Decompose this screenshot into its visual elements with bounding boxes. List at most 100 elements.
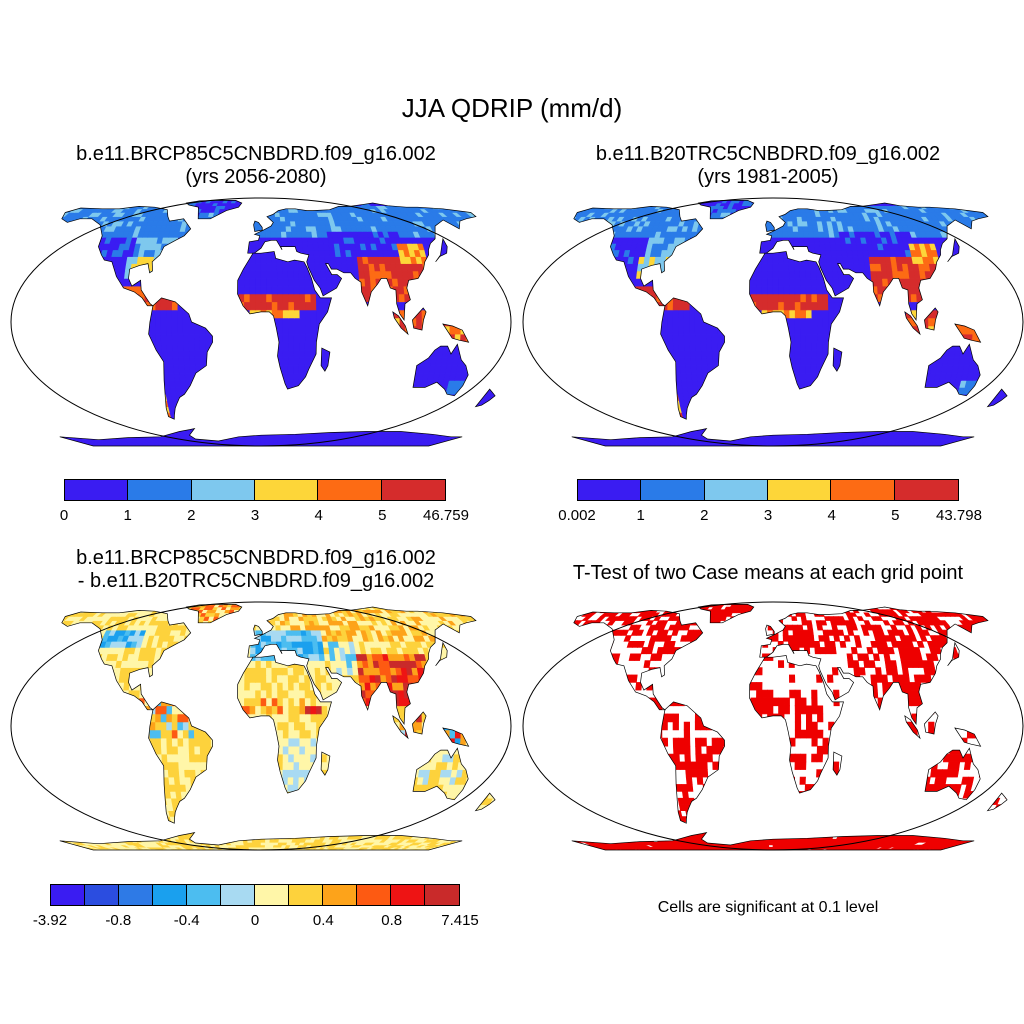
coastline-greenland — [697, 200, 755, 220]
significance-note: Cells are significant at 0.1 level — [657, 899, 879, 916]
colorbar-swatches — [577, 479, 959, 501]
coastline-borneo — [412, 711, 427, 735]
panel-title-top-right-line1: b.e11.B20TRC5CNBDRD.f09_g16.002 — [595, 143, 941, 165]
map-panel-difference — [10, 601, 512, 851]
map-boundary — [522, 601, 1024, 851]
coastline-japan — [947, 641, 960, 667]
colorbar-swatch — [323, 885, 357, 905]
coastline-nz — [474, 792, 496, 812]
colorbar-tick-label: 46.759 — [423, 507, 469, 524]
colorbar-swatches — [50, 884, 460, 906]
map-panel-historical — [522, 197, 1024, 447]
coastline-newguinea — [442, 323, 470, 343]
coastline-borneo — [924, 711, 939, 735]
coastline-samerica — [148, 297, 213, 420]
colorbar-historical: 0.002 1 2 3 4 5 43.798 — [558, 479, 982, 529]
figure-title: JJA QDRIP (mm/d) — [401, 93, 623, 123]
coastline-namerica — [573, 610, 704, 711]
map-boundary — [522, 197, 1024, 447]
colorbar-swatches — [64, 479, 446, 501]
colorbar-swatch — [357, 885, 391, 905]
coastline-greenland — [185, 200, 243, 220]
coastline-madagascar — [320, 347, 331, 372]
panel-title-bottom-left-line1: b.e11.BRCP85C5CNBDRD.f09_g16.002 — [76, 547, 436, 569]
colorbar-tick-label: 3 — [250, 507, 260, 524]
colorbar-tick-label: 7.415 — [441, 912, 479, 929]
coastline-africa — [749, 655, 844, 794]
panel-title-bottom-left-line2: - b.e11.B20TRC5CNBDRD.f09_g16.002 — [77, 570, 435, 592]
coastline-samerica — [660, 297, 725, 420]
coastline-japan — [947, 237, 960, 263]
colorbar-tick-label: -0.4 — [173, 912, 200, 929]
colorbar-swatch — [425, 885, 459, 905]
panel-title-top-left-line2: (yrs 2056-2080) — [185, 166, 327, 188]
colorbar-tick-label: 0.8 — [381, 912, 403, 929]
coastline-antarctica — [59, 427, 463, 447]
coastline-eurasia — [247, 202, 477, 322]
coastline-madagascar — [832, 751, 843, 776]
colorbar-swatch — [318, 480, 382, 500]
panel-title-bottom-left: b.e11.BRCP85C5CNBDRD.f09_g16.002 - b.e11… — [0, 547, 512, 593]
colorbar-swatch — [767, 480, 832, 500]
panel-title-bottom-right: T-Test of two Case means at each grid po… — [572, 562, 964, 584]
coastline-africa — [749, 251, 844, 390]
coastline-newguinea — [442, 727, 470, 747]
colorbar-difference: -3.92 -0.8 -0.4 0 0.4 0.8 7.415 — [33, 884, 479, 934]
colorbar-tick-label: 1 — [123, 507, 132, 524]
colorbar-swatch — [289, 885, 323, 905]
coastline-antarctica — [571, 831, 975, 851]
coastline-sumatra — [392, 311, 409, 336]
colorbar-swatch — [119, 885, 153, 905]
coastline-borneo — [924, 307, 939, 331]
coastline-nz — [986, 792, 1008, 812]
coastline-japan — [435, 237, 448, 263]
colorbar-tick-label: 5 — [891, 507, 900, 524]
colorbar-swatch — [128, 480, 192, 500]
colorbar-tick-label: -0.8 — [105, 912, 132, 929]
coastline-antarctica — [571, 427, 975, 447]
map-boundary — [10, 601, 512, 851]
colorbar-tick-label: 4 — [827, 507, 836, 524]
colorbar-swatch — [831, 480, 895, 500]
coastline-newguinea — [954, 727, 982, 747]
colorbar-swatch — [51, 885, 85, 905]
colorbar-swatch — [221, 885, 255, 905]
map-panel-future — [10, 197, 512, 447]
colorbar-tick-label: 0 — [250, 912, 260, 929]
coastline-sumatra — [392, 715, 409, 740]
coastline-sumatra — [904, 311, 921, 336]
map-panel-ttest — [522, 601, 1024, 851]
coastline-britain — [253, 220, 263, 232]
coastline-britain — [765, 624, 775, 636]
colorbar-tick-label: -3.92 — [32, 912, 68, 929]
coastline-namerica — [61, 206, 192, 307]
coastline-australia — [412, 747, 469, 801]
coastline-eurasia — [247, 606, 477, 726]
coastline-sumatra — [904, 715, 921, 740]
coastline-namerica — [573, 206, 704, 307]
coastline-australia — [924, 747, 981, 801]
coastline-madagascar — [320, 751, 331, 776]
coastline-britain — [253, 624, 263, 636]
coastline-samerica — [660, 701, 725, 824]
colorbar-tick-label: 5 — [378, 507, 387, 524]
coastline-madagascar — [832, 347, 843, 372]
map-boundary — [10, 197, 512, 447]
colorbar-swatch — [704, 480, 768, 500]
coastline-newguinea — [954, 323, 982, 343]
colorbar-swatch — [255, 885, 289, 905]
coastline-africa — [237, 655, 332, 794]
colorbar-tick-label: 2 — [187, 507, 196, 524]
colorbar-tick-label: 0 — [59, 507, 69, 524]
coastline-namerica — [61, 610, 192, 711]
colorbar-swatch — [641, 480, 705, 500]
coastline-africa — [237, 251, 332, 390]
colorbar-tick-label: 2 — [700, 507, 709, 524]
colorbar-swatch — [894, 480, 958, 500]
panel-title-top-left: b.e11.BRCP85C5CNBDRD.f09_g16.002 (yrs 20… — [0, 143, 512, 189]
colorbar-future: 0 1 2 3 4 5 46.759 — [60, 479, 469, 529]
colorbar-swatch — [187, 885, 221, 905]
colorbar-tick-label: 43.798 — [936, 507, 982, 524]
colorbar-swatch — [254, 480, 319, 500]
colorbar-swatch — [578, 480, 642, 500]
